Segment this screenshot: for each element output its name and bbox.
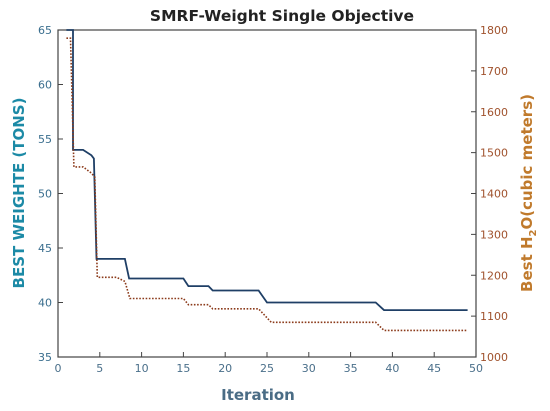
x-tick-label: 20 (218, 362, 232, 375)
x-tick-label: 10 (135, 362, 149, 375)
plot-frame (57, 29, 477, 358)
left-tick-label: 50 (38, 188, 52, 201)
right-tick-label: 1100 (480, 310, 508, 323)
x-axis-ticks: 0 5 10 15 20 25 30 35 40 45 50 (55, 352, 483, 375)
right-tick-label: 1000 (480, 351, 508, 364)
x-tick-label: 25 (260, 362, 274, 375)
y-axis-label-right-subscript: 2 (528, 229, 539, 236)
y-axis-label-right-main: Best H (518, 236, 536, 291)
left-axis-ticks: 35 40 45 50 55 60 65 (38, 24, 63, 364)
left-tick-label: 55 (38, 133, 52, 146)
right-tick-label: 1200 (480, 269, 508, 282)
chart-title: SMRF-Weight Single Objective (150, 7, 414, 25)
x-tick-label: 0 (55, 362, 62, 375)
series-water-line (66, 37, 468, 332)
y-axis-label-left: BEST WEIGHTE (TONS) (10, 98, 28, 289)
series-layer (66, 29, 468, 332)
x-tick-label: 15 (176, 362, 190, 375)
right-tick-label: 1800 (480, 24, 508, 37)
y-axis-label-right-tail: O(cubic meters) (518, 94, 536, 230)
y-axis-label-right: Best H2O(cubic meters) (518, 94, 539, 292)
left-tick-label: 60 (38, 79, 52, 92)
right-tick-label: 1600 (480, 106, 508, 119)
left-tick-label: 45 (38, 242, 52, 255)
left-tick-label: 35 (38, 351, 52, 364)
x-tick-label: 50 (469, 362, 483, 375)
right-tick-label: 1400 (480, 188, 508, 201)
right-axis-ticks: 1000 1100 1200 1300 1400 1500 1600 1700 1800 (471, 24, 508, 364)
x-tick-label: 35 (344, 362, 358, 375)
left-tick-label: 65 (38, 24, 52, 37)
x-tick-label: 5 (96, 362, 103, 375)
right-tick-label: 1300 (480, 228, 508, 241)
right-tick-label: 1500 (480, 147, 508, 160)
left-tick-label: 40 (38, 297, 52, 310)
x-tick-label: 45 (427, 362, 441, 375)
x-tick-label: 30 (302, 362, 316, 375)
x-tick-label: 40 (385, 362, 399, 375)
x-axis-label: Iteration (221, 386, 295, 404)
series-weight-line (66, 29, 468, 311)
right-tick-label: 1700 (480, 65, 508, 78)
